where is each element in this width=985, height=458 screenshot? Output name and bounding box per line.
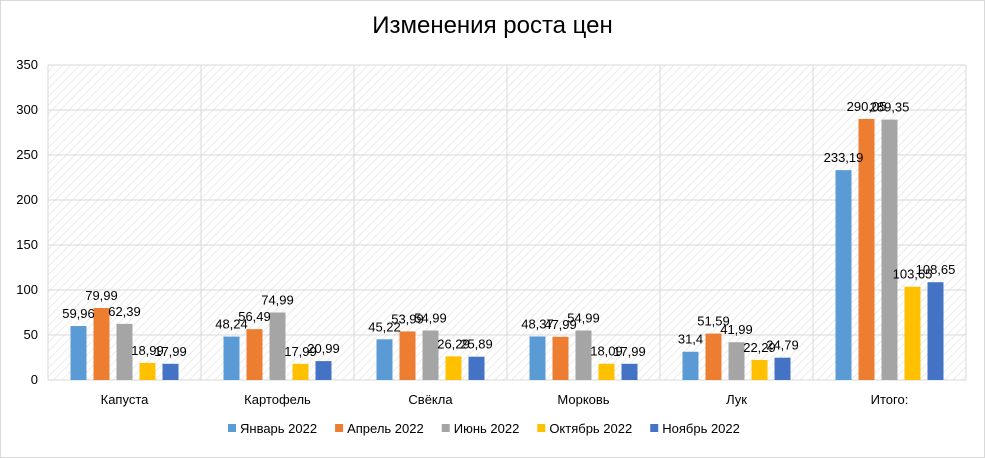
y-axis: 0 50 100 150 200 250 300 350	[16, 57, 38, 387]
data-label: 48,24	[215, 317, 248, 332]
bar	[162, 363, 179, 380]
gridlines	[47, 64, 967, 381]
bar	[93, 308, 110, 380]
x-category-label: Свёкла	[408, 392, 453, 407]
legend-swatch	[441, 424, 450, 432]
y-tick-label: 200	[16, 192, 38, 207]
data-label: 41,99	[720, 322, 753, 337]
data-labels: 59,9679,9962,3918,9917,9948,2456,4974,99…	[62, 99, 955, 359]
bar	[835, 170, 852, 380]
bar	[468, 356, 485, 380]
legend-label: Октябрь 2022	[549, 421, 632, 436]
data-label: 233,19	[824, 150, 864, 165]
data-label: 26,29	[437, 336, 470, 351]
x-category-label: Картофель	[244, 392, 311, 407]
data-label: 56,49	[238, 309, 271, 324]
bar	[116, 323, 133, 380]
data-label: 51,59	[697, 314, 730, 329]
bar	[575, 330, 592, 380]
y-tick-label: 300	[16, 102, 38, 117]
x-category-label: Капуста	[101, 392, 150, 407]
bar	[376, 339, 393, 380]
data-label: 45,22	[368, 319, 401, 334]
data-label: 17,99	[284, 344, 317, 359]
bar	[728, 342, 745, 380]
bar	[315, 361, 332, 380]
bar	[70, 326, 87, 380]
bar	[552, 336, 569, 380]
data-label: 18,09	[590, 344, 623, 359]
bar	[139, 362, 156, 380]
x-category-label: Лук	[726, 392, 747, 407]
x-category-label: Итого:	[871, 392, 909, 407]
data-label: 18,99	[131, 343, 164, 358]
data-label: 53,99	[391, 311, 424, 326]
data-label: 54,99	[567, 311, 600, 326]
data-label: 25,89	[460, 337, 493, 352]
bar	[904, 286, 921, 380]
data-label: 59,96	[62, 306, 95, 321]
bar	[858, 118, 875, 380]
legend: Январь 2022 Апрель 2022 Июнь 2022 Октябрь 2…	[228, 421, 740, 436]
data-label: 79,99	[85, 288, 118, 303]
data-label: 17,99	[613, 344, 646, 359]
y-tick-label: 350	[16, 57, 38, 72]
data-label: 22,29	[743, 340, 776, 355]
data-label: 289,35	[870, 100, 910, 115]
chart-title: Изменения роста цен	[372, 12, 613, 39]
data-label: 17,99	[154, 344, 187, 359]
legend-swatch	[537, 424, 546, 432]
data-label: 74,99	[261, 293, 294, 308]
data-label: 290,05	[847, 99, 887, 114]
legend-label: Апрель 2022	[347, 421, 424, 436]
bar	[529, 336, 546, 380]
legend-label: Январь 2022	[240, 421, 317, 436]
bar	[292, 363, 309, 380]
legend-label: Ноябрь 2022	[662, 421, 740, 436]
bar	[399, 331, 416, 380]
data-label: 62,39	[108, 304, 141, 319]
y-tick-label: 50	[24, 327, 38, 342]
y-tick-label: 100	[16, 282, 38, 297]
data-label: 47,99	[544, 317, 577, 332]
legend-label: Июнь 2022	[454, 421, 520, 436]
x-category-label: Морковь	[557, 392, 609, 407]
bar	[621, 363, 638, 380]
bar	[246, 329, 263, 380]
bar	[598, 363, 615, 380]
data-label: 54,99	[414, 311, 447, 326]
bar	[705, 333, 722, 380]
legend-swatch	[650, 424, 659, 432]
data-label: 24,79	[766, 338, 799, 353]
data-label: 20,99	[307, 341, 340, 356]
data-label: 103,65	[893, 267, 933, 282]
legend-swatch	[228, 424, 236, 432]
y-tick-label: 0	[31, 372, 38, 387]
bars	[70, 118, 944, 381]
bar	[881, 119, 898, 381]
data-label: 31,4	[678, 332, 703, 347]
x-axis: Капуста Картофель Свёкла Морковь Лук Итого:	[101, 392, 909, 407]
bar	[422, 330, 439, 380]
y-tick-label: 150	[16, 237, 38, 252]
bar	[774, 357, 791, 380]
y-tick-label: 250	[16, 147, 38, 162]
bar	[682, 351, 699, 380]
bar	[927, 282, 944, 380]
bar	[445, 356, 462, 380]
bar	[269, 312, 286, 380]
bar	[223, 336, 240, 380]
legend-swatch	[335, 424, 344, 432]
data-label: 48,37	[521, 316, 554, 331]
data-label: 108,65	[916, 262, 956, 277]
bar	[751, 359, 768, 380]
